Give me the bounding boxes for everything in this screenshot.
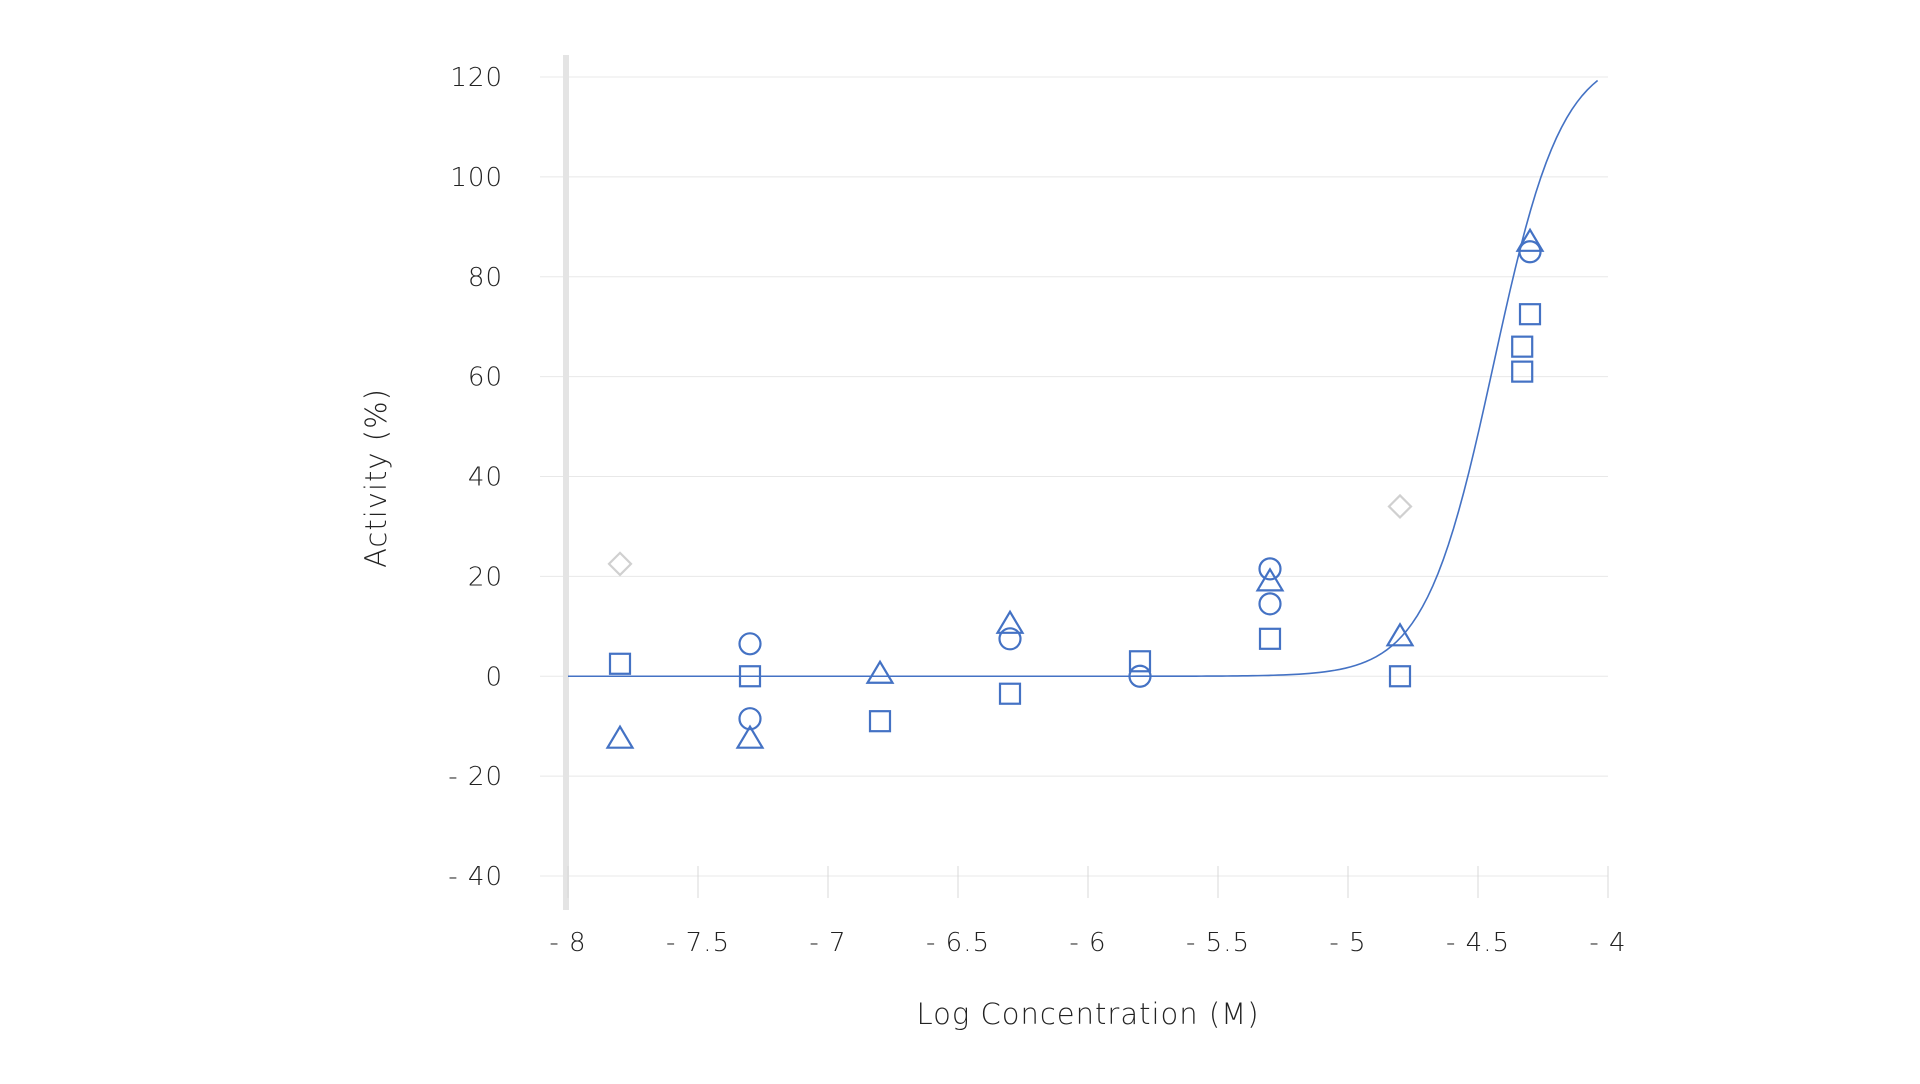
x-axis-title: Log Concentration (M) [916, 997, 1259, 1031]
fit-curve [568, 79, 1599, 678]
x-tick-label: - 8 [549, 928, 586, 958]
data-point-triangle [605, 724, 635, 749]
data-point-diamond-outlier [1387, 493, 1413, 520]
data-point-square [998, 682, 1022, 705]
data-point-square [868, 710, 892, 733]
data-point-square [1511, 335, 1534, 358]
data-point-square [1518, 303, 1542, 326]
data-point-triangle [1385, 622, 1415, 647]
y-tick-label: - 40 [448, 862, 503, 892]
x-tick-label: - 5 [1329, 928, 1366, 958]
y-tick-label: 120 [450, 63, 503, 93]
y-tick-label: 0 [485, 662, 503, 692]
y-axis-bar [563, 55, 569, 910]
y-tick-label: 100 [450, 163, 503, 193]
y-tick-label: 60 [468, 363, 503, 393]
data-point-circle [1128, 664, 1152, 688]
y-axis-ticks: - 40 - 20 0 20 40 60 80 100 120 [448, 63, 503, 892]
data-point-square [608, 652, 632, 675]
x-tick-label: - 4.5 [1446, 928, 1510, 958]
x-tick-label: - 7.5 [666, 928, 730, 958]
y-tick-label: - 20 [448, 762, 503, 792]
data-point-square [738, 665, 762, 688]
x-axis-ticks: - 8 - 7.5 - 7 - 6.5 - 6 - 5.5 - 5 - 4.5 - 4 [549, 866, 1626, 958]
x-tick-label: - 6.5 [926, 928, 990, 958]
y-tick-label: 80 [468, 263, 503, 293]
data-point-triangle [1255, 567, 1285, 592]
data-point-diamond-outlier [607, 551, 633, 577]
data-point-square [1258, 627, 1282, 650]
data-point-circle [1258, 592, 1282, 616]
data-point-triangle [995, 609, 1025, 634]
data-point-triangle [1515, 227, 1545, 252]
x-tick-label: - 7 [809, 928, 846, 958]
data-point-triangle [735, 724, 765, 749]
x-tick-label: - 6 [1069, 928, 1106, 958]
x-tick-label: - 4 [1589, 928, 1626, 958]
x-tick-label: - 5.5 [1186, 928, 1250, 958]
y-axis-title: Activity (%) [359, 388, 393, 568]
data-point-circle [998, 627, 1022, 651]
data-point-circle [738, 632, 762, 656]
data-point-square [1128, 650, 1152, 673]
y-tick-label: 40 [468, 463, 503, 493]
data-point-square [1388, 665, 1412, 688]
data-point-circle [738, 707, 762, 731]
grid-layer [540, 76, 1608, 877]
data-point-triangle [865, 659, 895, 684]
y-tick-label: 20 [468, 562, 503, 592]
data-point-square [1511, 360, 1534, 383]
marker-layer [605, 227, 1545, 749]
data-point-circle [1258, 557, 1282, 581]
